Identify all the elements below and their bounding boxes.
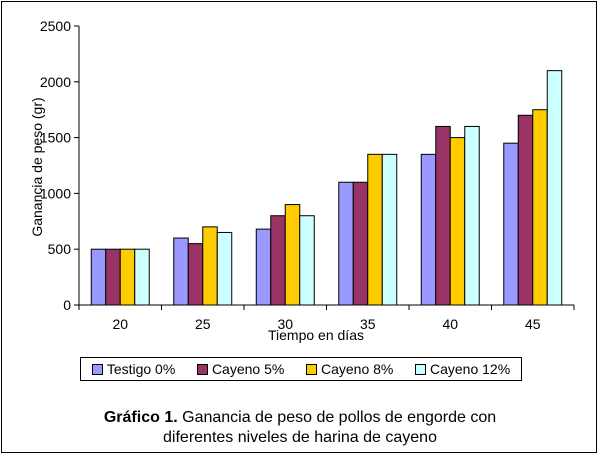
y-tick-label: 500 <box>48 241 72 257</box>
x-tick-label: 45 <box>525 316 541 332</box>
y-tick-label: 0 <box>63 297 71 313</box>
x-axis-label: Tiempo en días <box>268 327 364 343</box>
caption-bold: Gráfico 1. <box>103 409 178 426</box>
x-tick-label: 25 <box>195 316 211 332</box>
bar <box>134 248 150 306</box>
bar <box>187 243 204 306</box>
y-tick-label: 1500 <box>40 130 71 146</box>
caption-line-1: Ganancia de peso de pollos de engorde co… <box>177 409 497 426</box>
bar <box>105 248 121 306</box>
bar <box>202 226 218 306</box>
legend-label: Testigo 0% <box>106 361 176 377</box>
bar <box>367 153 383 306</box>
bar <box>517 114 534 306</box>
bar <box>546 70 563 306</box>
bar <box>464 125 480 306</box>
bar <box>503 142 519 306</box>
legend-label: Cayeno 8% <box>320 361 394 377</box>
bar <box>449 137 466 306</box>
bar <box>90 248 107 306</box>
bar <box>284 204 301 306</box>
y-tick-label: 2500 <box>40 18 71 34</box>
legend-item-cayeno-12: Cayeno 12% <box>415 361 510 377</box>
bar <box>255 228 272 306</box>
bar <box>420 153 437 306</box>
y-axis-label: Ganancia de peso (gr) <box>29 97 45 236</box>
bar <box>119 248 136 306</box>
y-tick-label: 2000 <box>40 74 71 90</box>
x-tick-label: 20 <box>112 316 128 332</box>
legend-swatch <box>305 363 317 375</box>
caption-line-2: diferentes niveles de harina de cayeno <box>163 429 437 446</box>
bar <box>173 237 189 306</box>
figure-caption: Gráfico 1. Ganancia de peso de pollos de… <box>0 408 600 448</box>
bar <box>381 153 398 306</box>
bar <box>352 181 369 306</box>
x-tick-label: 30 <box>277 316 293 332</box>
bar <box>435 125 451 306</box>
bar <box>299 215 315 306</box>
bar <box>338 181 354 306</box>
x-tick-label: 35 <box>360 316 376 332</box>
legend-item-cayeno-8: Cayeno 8% <box>305 361 394 377</box>
legend-swatch <box>196 363 208 375</box>
legend-item-cayeno-5: Cayeno 5% <box>196 361 285 377</box>
legend-swatch <box>415 363 426 375</box>
legend-swatch <box>91 363 103 375</box>
bar <box>532 109 548 306</box>
legend: Testigo 0% Cayeno 5% Cayeno 8% Cayeno 12… <box>80 357 522 381</box>
y-tick-label: 1000 <box>40 185 71 201</box>
legend-item-testigo: Testigo 0% <box>91 361 176 377</box>
bar <box>270 215 286 306</box>
legend-label: Cayeno 5% <box>211 361 285 377</box>
legend-label: Cayeno 12% <box>430 361 511 377</box>
x-tick-label: 40 <box>442 316 458 332</box>
bar <box>216 231 233 306</box>
